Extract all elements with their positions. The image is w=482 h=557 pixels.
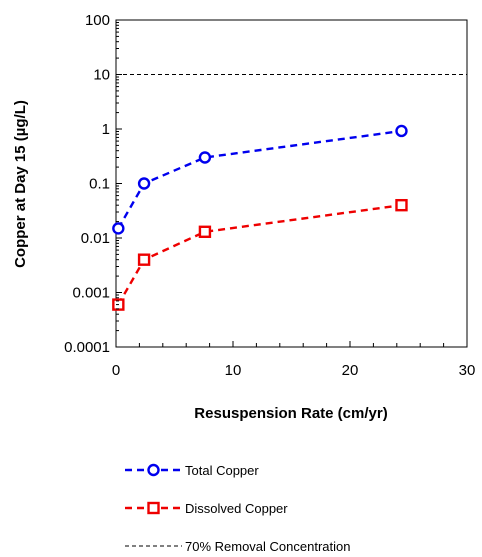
data-point-circle xyxy=(137,177,151,190)
data-point-square xyxy=(395,198,408,212)
data-point-circle xyxy=(112,222,125,235)
legend-label: Dissolved Copper xyxy=(185,501,288,516)
series-dissolved-copper xyxy=(112,198,408,311)
x-axis: 0 10 20 30 xyxy=(112,341,476,379)
x-tick-label: 10 xyxy=(225,362,242,379)
data-point-circle xyxy=(395,124,408,138)
y-tick-label: 0.0001 xyxy=(64,339,110,356)
data-point-circle xyxy=(198,151,212,164)
legend-marker-square xyxy=(147,501,160,515)
y-tick-label: 1 xyxy=(102,121,110,138)
legend-label: Total Copper xyxy=(185,463,259,478)
legend-item: Total Copper xyxy=(125,463,259,478)
legend: Total Copper Dissolved Copper 70% Removal … xyxy=(125,463,350,554)
x-tick-label: 20 xyxy=(342,362,359,379)
y-axis: 0.0001 0.001 0.01 0.1 1 10 100 xyxy=(64,12,122,356)
legend-marker-circle xyxy=(147,463,160,477)
y-tick-label: 10 xyxy=(93,67,110,84)
legend-label: 70% Removal Concentration xyxy=(185,539,350,554)
series-layer xyxy=(112,124,408,311)
y-tick-label: 0.1 xyxy=(89,176,110,193)
x-tick-label: 30 xyxy=(459,362,476,379)
x-axis-title: Resuspension Rate (cm/yr) xyxy=(194,405,387,422)
legend-item: 70% Removal Concentration xyxy=(125,539,350,554)
y-axis-title: Copper at Day 15 (µg/L) xyxy=(12,100,29,268)
y-tick-label: 0.001 xyxy=(72,285,110,302)
x-tick-label: 0 xyxy=(112,362,120,379)
series-total-copper xyxy=(112,124,408,235)
series-line xyxy=(117,204,402,306)
plot-frame xyxy=(115,19,468,348)
data-point-square xyxy=(198,225,212,238)
legend-item: Dissolved Copper xyxy=(125,501,288,516)
y-tick-label: 100 xyxy=(85,12,110,29)
data-point-square xyxy=(137,253,151,266)
y-tick-label: 0.01 xyxy=(81,230,110,247)
plot-area xyxy=(115,19,468,348)
series-line xyxy=(117,129,402,229)
